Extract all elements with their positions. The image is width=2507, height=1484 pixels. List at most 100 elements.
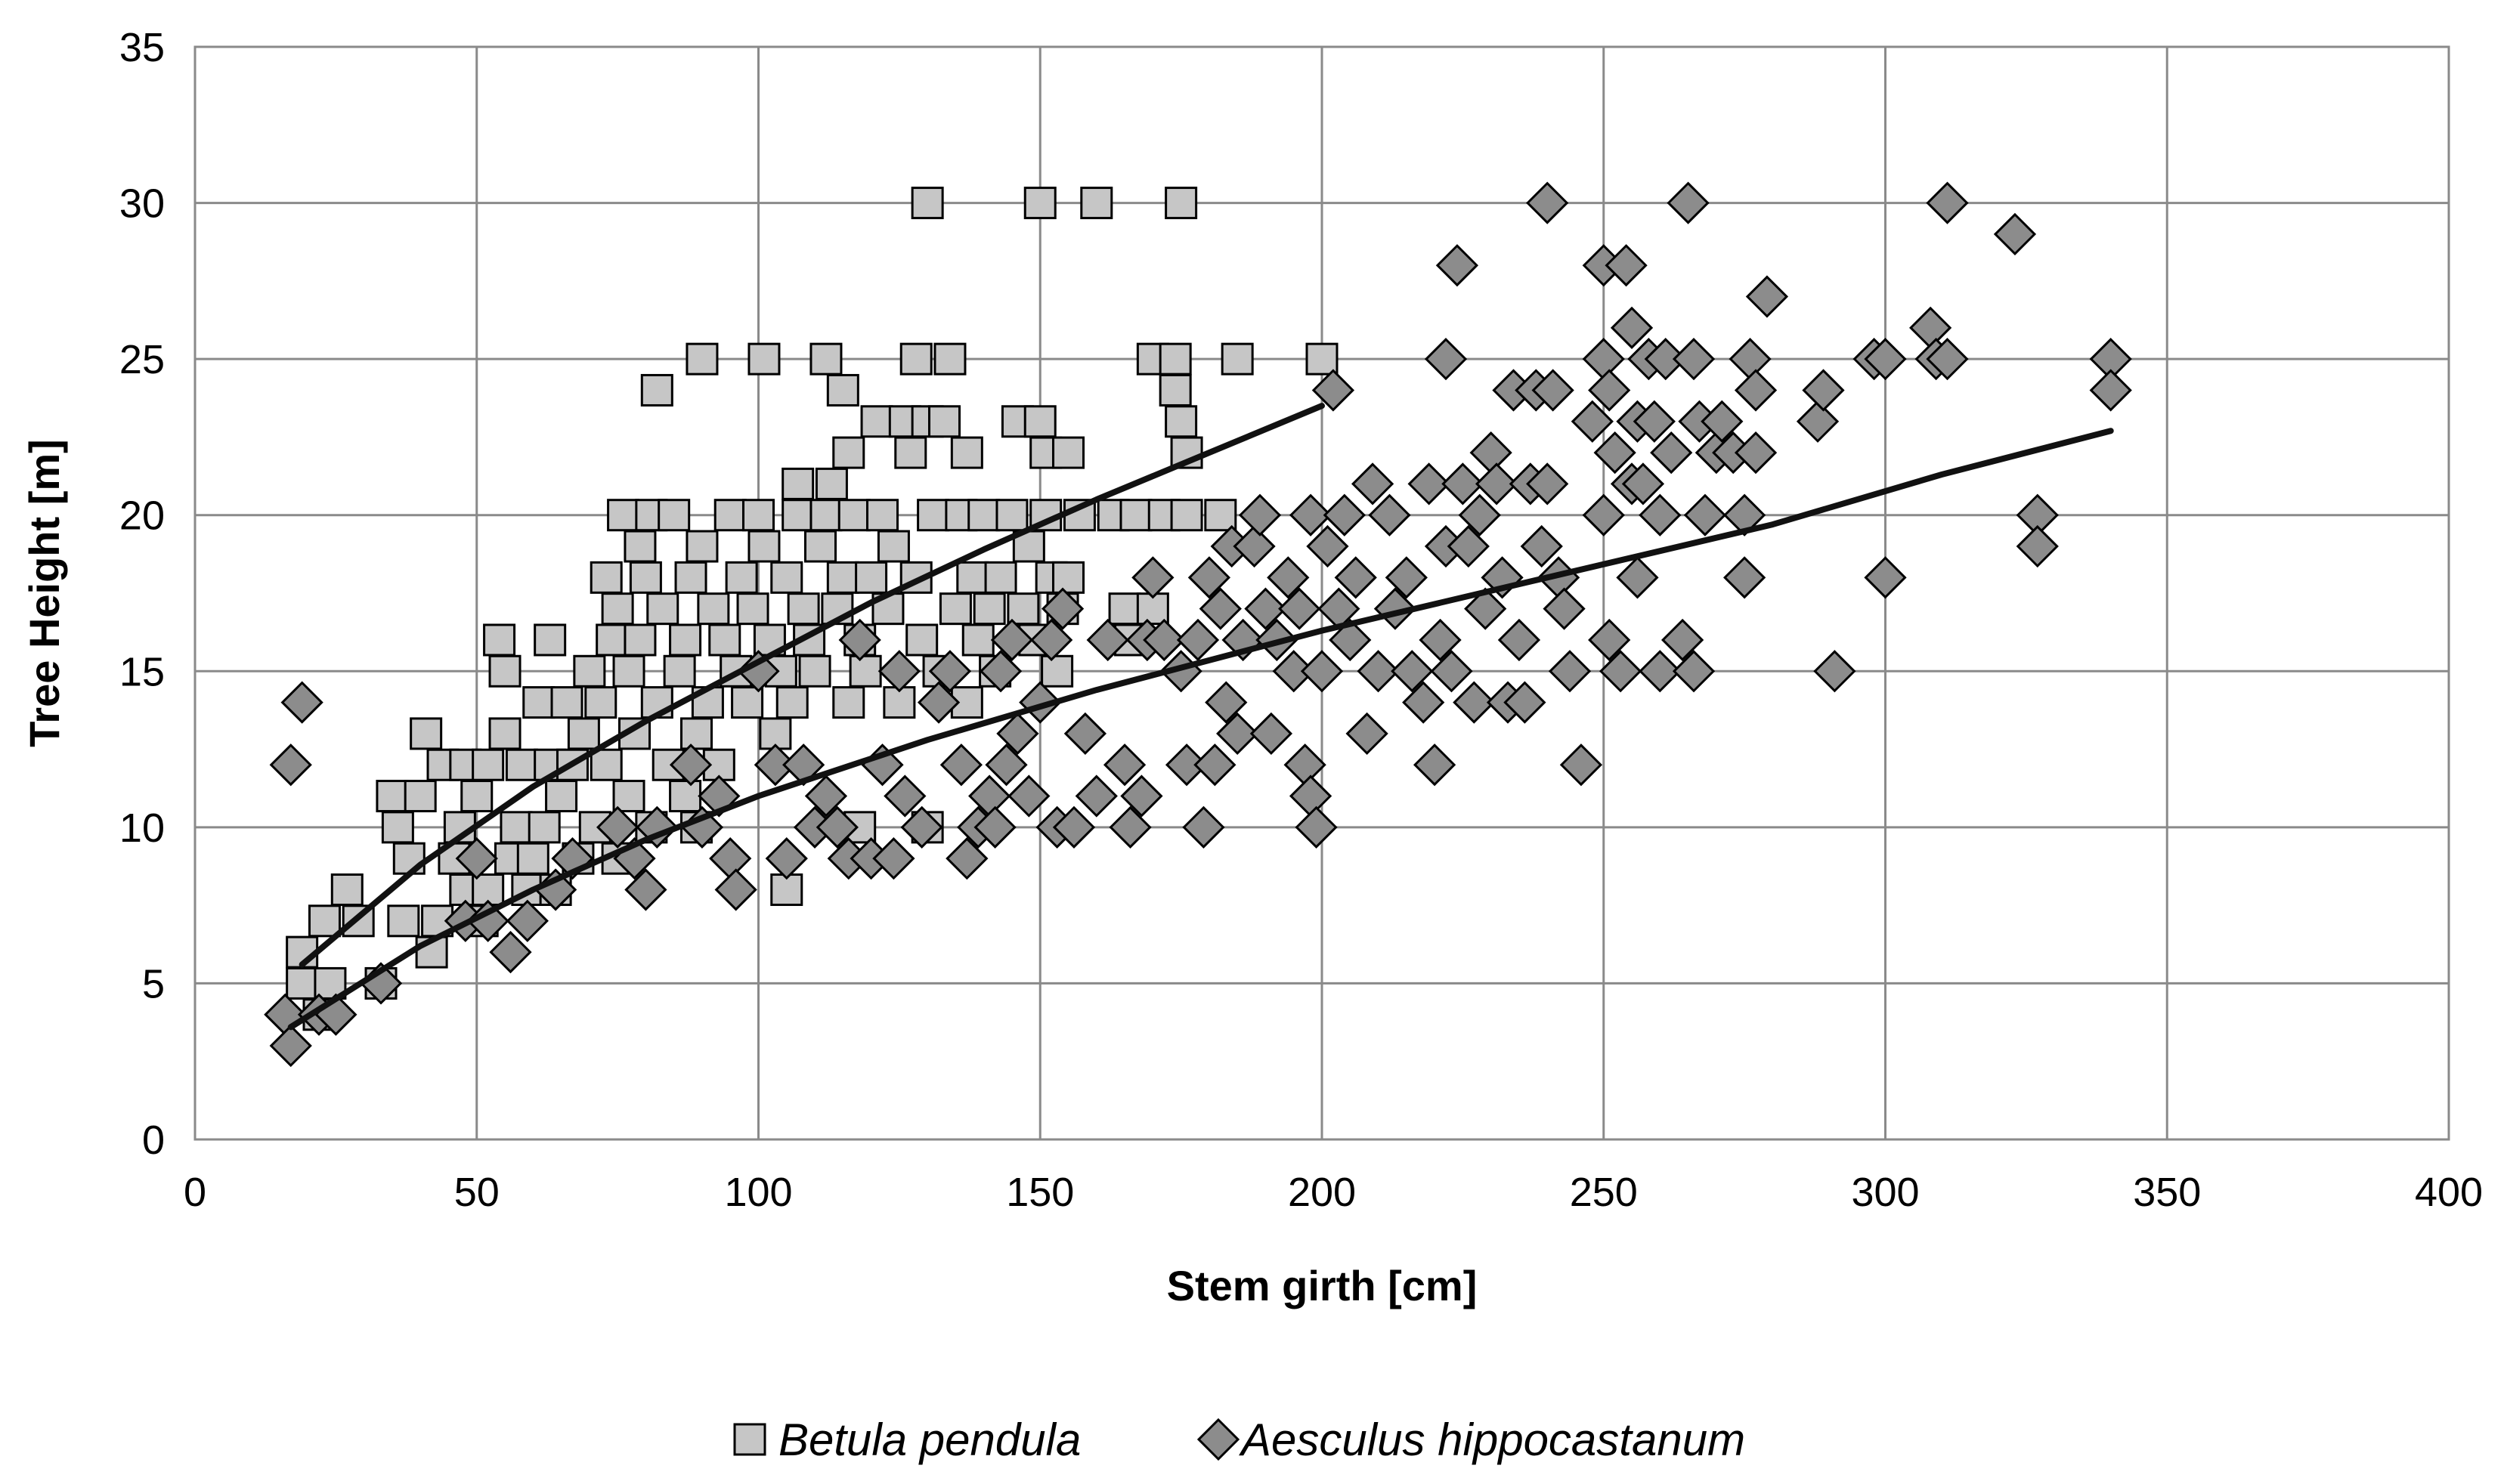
- aesculus-point: [1526, 462, 1569, 505]
- aesculus-point: [1385, 556, 1428, 599]
- aesculus-point: [1667, 181, 1710, 224]
- betula-point: [894, 436, 927, 469]
- betula-point: [984, 561, 1017, 594]
- betula-point: [826, 373, 859, 407]
- legend-label-betula: Betula pendula: [778, 1414, 1081, 1465]
- betula-point: [1170, 499, 1203, 532]
- aesculus-point: [1368, 493, 1411, 536]
- aesculus-point: [1300, 650, 1344, 693]
- aesculus-point: [996, 712, 1039, 756]
- aesculus-point: [1413, 744, 1456, 787]
- aesculus-point: [636, 805, 679, 849]
- x-tick-label: 400: [2415, 1170, 2483, 1215]
- aesculus-point: [1086, 618, 1129, 662]
- aesculus-point: [2016, 524, 2059, 568]
- betula-point: [899, 342, 933, 376]
- betula-point: [1221, 342, 1254, 376]
- betula-point: [1052, 436, 1085, 469]
- aesculus-point: [939, 744, 983, 787]
- aesculus-point: [1813, 650, 1856, 693]
- aesculus-point: [1193, 744, 1236, 787]
- betula-point: [742, 499, 775, 532]
- trendline-aesculus: [287, 428, 2114, 1031]
- betula-point: [713, 499, 747, 532]
- aesculus-point: [1639, 650, 1682, 693]
- betula-point: [747, 530, 781, 563]
- aesculus-point: [1520, 524, 1563, 568]
- betula-point: [933, 342, 967, 376]
- betula-point: [686, 342, 719, 376]
- betula-point: [612, 654, 645, 688]
- aesculus-point: [804, 774, 848, 818]
- aesculus-point: [872, 837, 915, 880]
- aesculus-point: [1334, 556, 1377, 599]
- betula-point: [973, 592, 1006, 626]
- aesculus-point: [900, 805, 943, 849]
- aesculus-point: [1616, 556, 1659, 599]
- betula-point: [516, 842, 549, 875]
- betula-point: [939, 592, 972, 626]
- betula-point: [747, 342, 781, 376]
- betula-point: [640, 373, 673, 407]
- betula-point: [961, 623, 995, 657]
- aesculus-point: [838, 618, 881, 662]
- betula-point: [911, 187, 944, 220]
- betula-point: [832, 436, 865, 469]
- aesculus-point: [1593, 431, 1636, 475]
- aesculus-point: [1391, 650, 1434, 693]
- aesculus-point: [1267, 556, 1310, 599]
- aesculus-point: [1526, 181, 1569, 224]
- betula-point: [1204, 499, 1237, 532]
- legend: Betula pendula Aesculus hippocastanum: [733, 1414, 1745, 1465]
- aesculus-point: [1165, 744, 1209, 787]
- betula-point: [787, 592, 820, 626]
- betula-point: [1159, 342, 1192, 376]
- x-tick-label: 100: [724, 1170, 792, 1215]
- aesculus-point: [1723, 493, 1766, 536]
- x-tick-label: 300: [1851, 1170, 1919, 1215]
- betula-point: [736, 592, 769, 626]
- aesculus-point: [1447, 524, 1490, 568]
- aesculus-point: [1453, 681, 1496, 724]
- legend-marker-betula: [733, 1423, 766, 1456]
- aesculus-point: [709, 837, 752, 880]
- aesculus-point: [1007, 774, 1051, 818]
- aesculus-point: [1464, 587, 1507, 630]
- betula-point: [567, 717, 600, 750]
- aesculus-point: [1357, 650, 1400, 693]
- x-tick-label: 350: [2133, 1170, 2201, 1215]
- aesculus-point: [1644, 338, 1687, 381]
- betula-point: [832, 686, 865, 719]
- betula-point: [601, 592, 634, 626]
- aesculus-point: [1469, 431, 1512, 475]
- aesculus-point: [1143, 618, 1186, 662]
- aesculus-point: [1621, 462, 1665, 505]
- aesculus-point: [1548, 650, 1592, 693]
- aesculus-point: [1278, 587, 1321, 630]
- aesculus-point: [1407, 462, 1450, 505]
- betula-point: [967, 499, 1001, 532]
- betula-point: [1108, 592, 1141, 626]
- y-tick-label: 0: [142, 1118, 165, 1163]
- x-tick-label: 50: [454, 1170, 500, 1215]
- aesculus-point: [1238, 493, 1282, 536]
- betula-point: [460, 780, 494, 813]
- aesculus-point: [1176, 618, 1220, 662]
- aesculus-point: [1244, 587, 1287, 630]
- betula-point: [669, 780, 702, 813]
- betula-point: [809, 499, 843, 532]
- betula-point: [798, 654, 831, 688]
- aesculus-point: [1672, 338, 1716, 381]
- aesculus-point: [1734, 369, 1778, 412]
- aesculus-point: [1864, 338, 1907, 381]
- betula-point: [815, 467, 848, 500]
- betula-point: [731, 686, 764, 719]
- aesculus-point: [782, 744, 825, 787]
- aesculus-point: [877, 650, 921, 693]
- aesculus-point: [1351, 462, 1394, 505]
- betula-point: [505, 748, 538, 781]
- aesculus-point: [1723, 556, 1766, 599]
- aesculus-point: [1131, 556, 1175, 599]
